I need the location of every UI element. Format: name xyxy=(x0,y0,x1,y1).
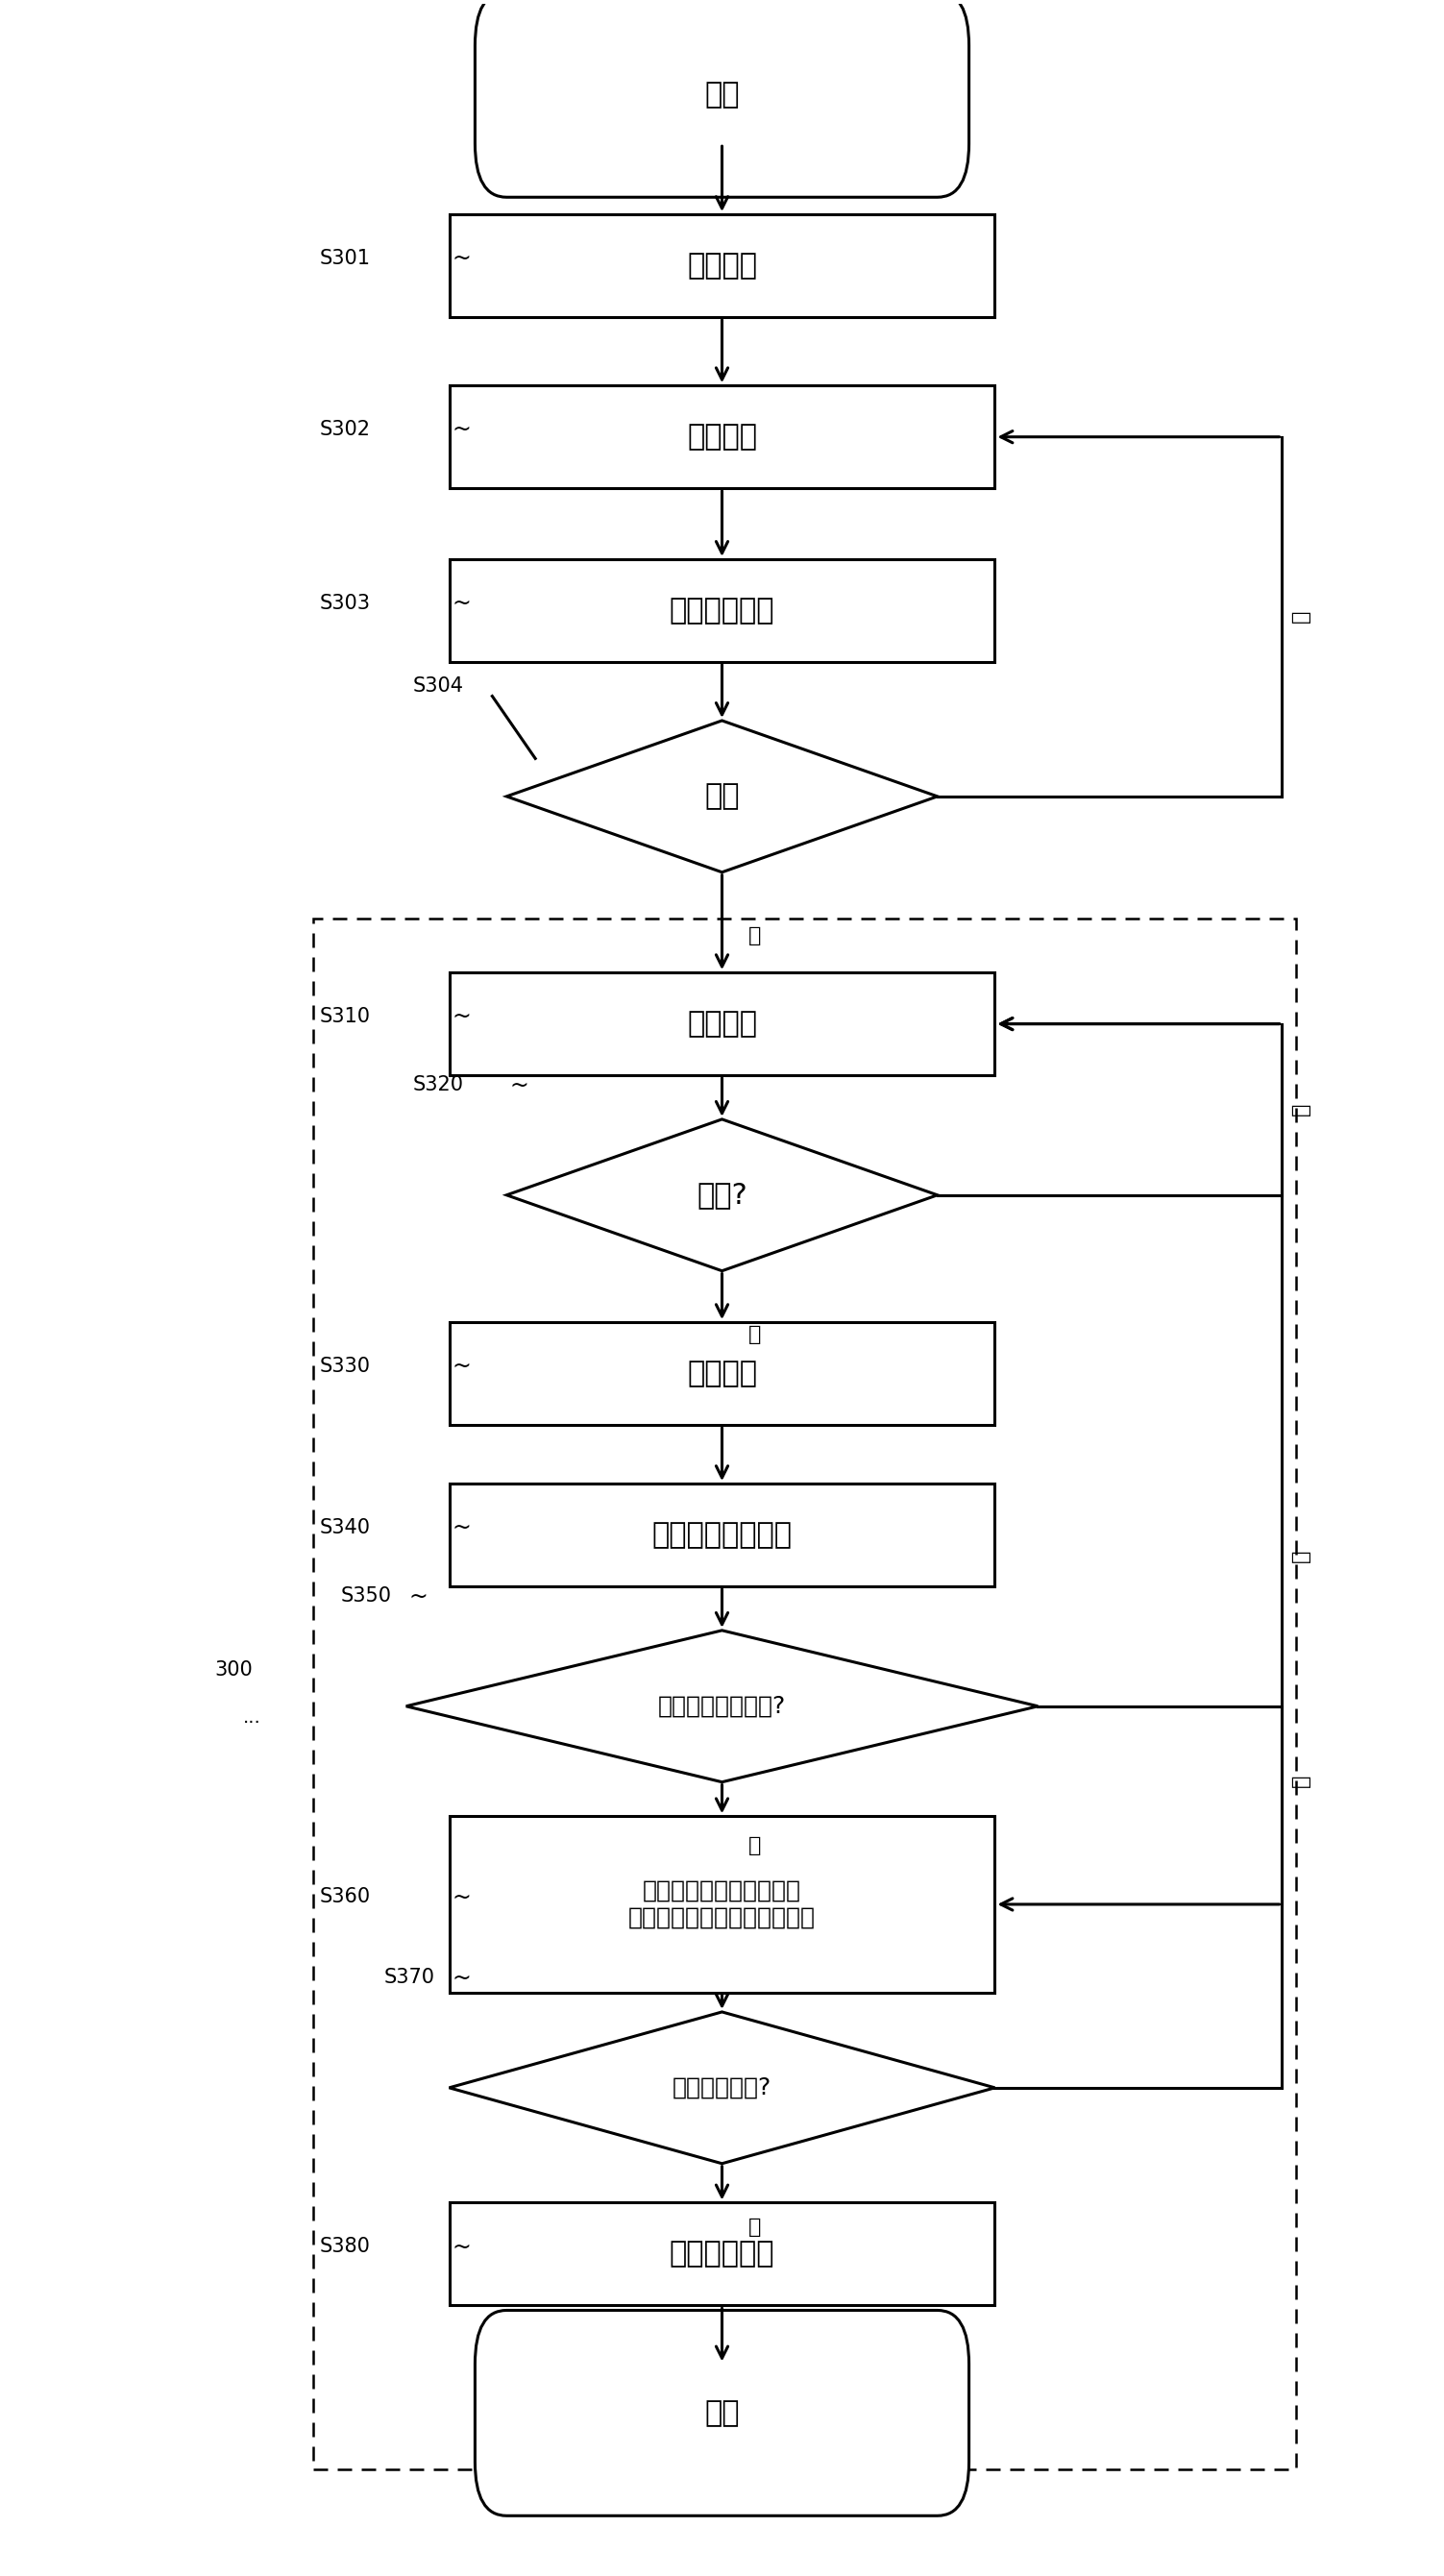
FancyBboxPatch shape xyxy=(475,2311,969,2517)
Text: ~: ~ xyxy=(510,1074,529,1097)
Text: 否: 否 xyxy=(1291,1548,1310,1561)
Text: S304: S304 xyxy=(413,677,464,696)
Text: ···: ··· xyxy=(244,1713,261,1734)
Text: ~: ~ xyxy=(452,247,471,270)
Text: S303: S303 xyxy=(319,592,370,613)
Polygon shape xyxy=(449,2012,995,2164)
Text: 是: 是 xyxy=(748,1837,761,1855)
Text: S340: S340 xyxy=(319,1517,370,1538)
Polygon shape xyxy=(507,721,937,873)
Bar xyxy=(313,920,1297,2470)
Text: ~: ~ xyxy=(452,2236,471,2259)
Text: ~: ~ xyxy=(409,1584,427,1607)
Text: ~: ~ xyxy=(452,417,471,440)
Polygon shape xyxy=(406,1631,1038,1783)
Bar xyxy=(449,974,995,1074)
Text: 通常辅助: 通常辅助 xyxy=(687,422,757,451)
Text: ~: ~ xyxy=(452,1005,471,1028)
Text: 结束: 结束 xyxy=(705,2398,739,2427)
Text: 是: 是 xyxy=(748,2218,761,2236)
Text: 事先通知: 事先通知 xyxy=(687,1360,757,1388)
Bar xyxy=(449,559,995,662)
Text: 否: 否 xyxy=(1291,1775,1310,1788)
FancyBboxPatch shape xyxy=(475,0,969,198)
Text: S330: S330 xyxy=(319,1358,370,1376)
Text: S380: S380 xyxy=(319,2236,370,2257)
Text: 自动车道变更完成?: 自动车道变更完成? xyxy=(658,1695,786,1718)
Text: 是: 是 xyxy=(748,925,761,945)
Text: 否: 否 xyxy=(1291,611,1310,623)
Bar xyxy=(449,386,995,489)
Text: 一致: 一致 xyxy=(705,783,739,811)
Text: S350: S350 xyxy=(341,1587,391,1605)
Text: S360: S360 xyxy=(319,1888,370,1906)
Text: 否: 否 xyxy=(1291,1103,1310,1115)
Bar xyxy=(449,1816,995,1991)
Text: ~: ~ xyxy=(452,592,471,616)
Text: 获取地图信息: 获取地图信息 xyxy=(670,598,774,623)
Text: S301: S301 xyxy=(319,250,370,268)
Polygon shape xyxy=(507,1118,937,1270)
Bar xyxy=(449,2202,995,2306)
Text: 手动驾驶: 手动驾驶 xyxy=(687,252,757,281)
Text: 扩展辅助结束: 扩展辅助结束 xyxy=(670,2241,774,2267)
Text: ~: ~ xyxy=(452,1517,471,1540)
Text: 扩展辅助: 扩展辅助 xyxy=(687,1010,757,1038)
Text: ~: ~ xyxy=(452,1965,471,1989)
Text: 获取表示行驶距离、经过
时间、终端位置的通过的信息: 获取表示行驶距离、经过 时间、终端位置的通过的信息 xyxy=(628,1880,816,1929)
Text: S302: S302 xyxy=(319,420,370,438)
Text: ~: ~ xyxy=(452,1886,471,1909)
Text: ~: ~ xyxy=(452,1355,471,1378)
Text: 300: 300 xyxy=(215,1659,253,1680)
Text: S310: S310 xyxy=(319,1007,370,1025)
Text: 开始: 开始 xyxy=(705,80,739,108)
Text: 是: 是 xyxy=(748,1324,761,1345)
Text: 分支?: 分支? xyxy=(696,1182,748,1208)
Bar xyxy=(449,1321,995,1425)
Bar xyxy=(449,214,995,317)
Text: 自动车道变更控制: 自动车道变更控制 xyxy=(651,1520,793,1548)
Bar xyxy=(449,1484,995,1587)
Text: S320: S320 xyxy=(413,1074,464,1095)
Text: S370: S370 xyxy=(384,1968,435,1986)
Text: 满足结束条件?: 满足结束条件? xyxy=(673,2076,771,2099)
